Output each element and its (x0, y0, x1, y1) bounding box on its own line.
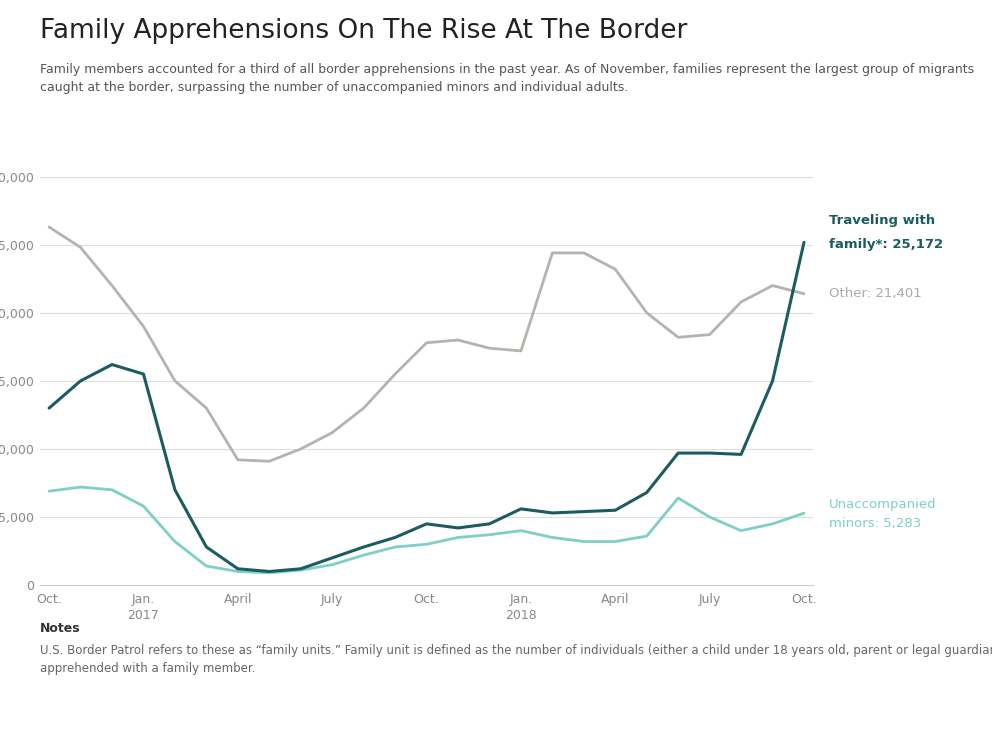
Text: Unaccompanied: Unaccompanied (829, 498, 936, 512)
Text: Family Apprehensions On The Rise At The Border: Family Apprehensions On The Rise At The … (40, 18, 687, 44)
Text: minors: 5,283: minors: 5,283 (829, 517, 922, 531)
Text: Other: 21,401: Other: 21,401 (829, 287, 922, 300)
Text: Notes: Notes (40, 622, 80, 635)
Text: family*: 25,172: family*: 25,172 (829, 238, 943, 251)
Text: U.S. Border Patrol refers to these as “family units.” Family unit is defined as : U.S. Border Patrol refers to these as “f… (40, 644, 992, 675)
Text: Traveling with: Traveling with (829, 213, 935, 227)
Text: Family members accounted for a third of all border apprehensions in the past yea: Family members accounted for a third of … (40, 63, 974, 93)
